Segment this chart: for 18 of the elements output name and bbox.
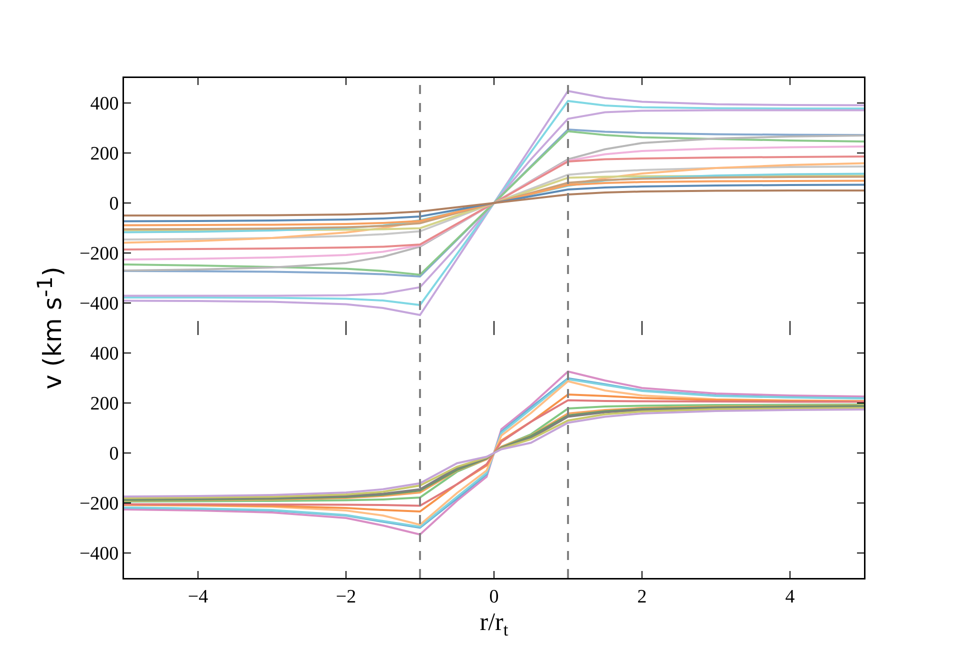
y-tick-label: 0 (109, 443, 119, 464)
x-axis-title: r/r$_{t}$ (480, 608, 508, 639)
y-tick-label: 400 (90, 94, 119, 115)
y-tick-label: −400 (79, 543, 119, 564)
x-tick-label: 2 (637, 586, 647, 607)
y-tick-label: −200 (79, 244, 119, 265)
y-tick-label: 200 (90, 144, 119, 165)
y-tick-label: 200 (90, 393, 119, 414)
x-tick-label: −2 (336, 586, 356, 607)
line-series (124, 190, 864, 216)
x-tick-label: −4 (188, 586, 209, 607)
y-tick-label: 0 (109, 194, 119, 215)
y-tick-label: −200 (79, 493, 119, 514)
x-tick-label: 0 (489, 586, 499, 607)
y-tick-label: 400 (90, 343, 119, 364)
y-tick-label: −400 (79, 294, 119, 315)
line-series (124, 146, 864, 260)
x-tick-label: 4 (785, 586, 796, 607)
